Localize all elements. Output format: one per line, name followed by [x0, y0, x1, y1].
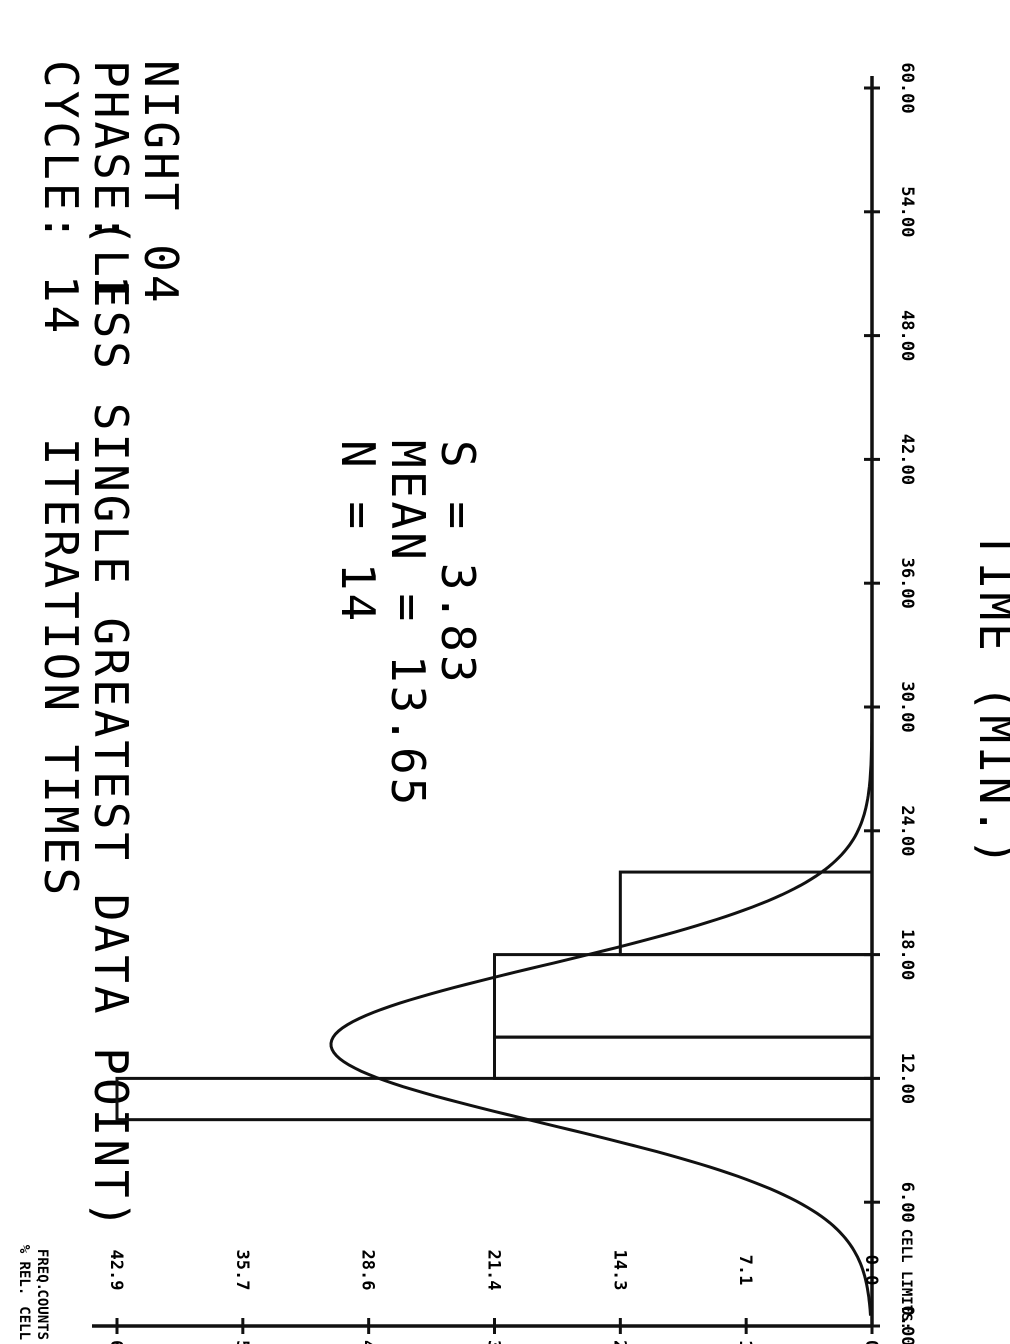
y-freq-label: 7.1 [735, 1255, 755, 1286]
y-header-freq-2: FREQ. [34, 1249, 50, 1291]
y-freq-label: 14.3 [609, 1250, 629, 1291]
x-tick-label: 12.00 [897, 1053, 917, 1104]
normal-curve-layer [329, 702, 874, 1316]
y-count-label: 3 [484, 1340, 504, 1344]
stat-mean: MEAN = 13.65 [381, 440, 435, 808]
y-freq-label: 28.6 [358, 1250, 378, 1291]
histogram-bar [493, 1035, 874, 1080]
x-axis-label: TIME (MIN.) [969, 531, 1010, 869]
stat-n: N = 14 [331, 440, 385, 624]
histogram-bar [493, 953, 874, 1039]
normal-curve [329, 702, 874, 1316]
y-count-label: 5 [232, 1340, 252, 1344]
y-header-counts-1: CELL [16, 1306, 32, 1340]
stat-s: S = 3.83 [431, 440, 485, 686]
x-tick-label: 30.00 [897, 681, 917, 732]
axes [92, 76, 880, 1334]
x-tick-label: 0.00 [897, 1306, 917, 1344]
chart-subtitle: (LESS SINGLE GREATEST DATA POINT) [84, 219, 138, 1232]
y-count-label: 6 [106, 1340, 126, 1344]
x-tick-label: 24.00 [897, 805, 917, 856]
x-tick-label: 36.00 [897, 558, 917, 609]
y-count-label: 1 [735, 1340, 755, 1344]
histogram-bar [115, 1076, 874, 1122]
y-freq-label: 21.4 [484, 1250, 504, 1291]
histogram-bars [115, 870, 874, 1122]
x-tick-label: 48.00 [897, 310, 917, 361]
x-tick-label: 54.00 [897, 186, 917, 237]
y-freq-label: 0.0 [861, 1255, 881, 1286]
info-night: NIGHT 04 [134, 60, 188, 306]
y-count-label: 4 [358, 1340, 378, 1344]
chart-title: ITERATION TIMES [34, 438, 88, 898]
y-header-freq-1: % REL. [16, 1245, 32, 1296]
y-header-counts-2: COUNTS [34, 1289, 50, 1340]
histogram-bar [618, 870, 874, 957]
x-tick-label: 18.00 [897, 929, 917, 980]
y-freq-label: 42.9 [106, 1250, 126, 1291]
tick-labels: 0.006.0012.0018.0024.0030.0036.0042.0048… [106, 62, 917, 1344]
info-phase: PHASE: 1 [84, 60, 138, 306]
y-count-label: 0 [861, 1340, 881, 1344]
info-cycle: CYCLE: 14 [34, 60, 88, 336]
x-tick-label: 42.00 [897, 434, 917, 485]
x-axis-header: CELL LIMITS: [898, 1229, 914, 1330]
x-tick-label: 6.00 [897, 1182, 917, 1223]
y-freq-label: 35.7 [232, 1250, 252, 1291]
x-tick-label: 60.00 [897, 62, 917, 113]
y-count-label: 2 [609, 1340, 629, 1344]
